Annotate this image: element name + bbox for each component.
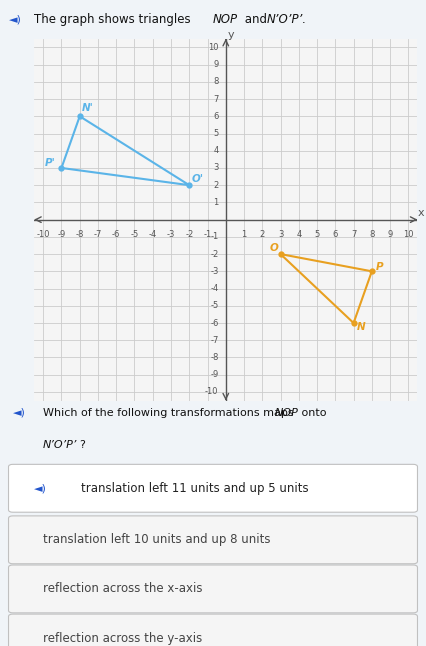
Text: NOP: NOP xyxy=(275,408,299,418)
Text: 5: 5 xyxy=(213,129,219,138)
Text: 7: 7 xyxy=(213,94,219,103)
Text: -5: -5 xyxy=(130,230,138,239)
Text: -10: -10 xyxy=(37,230,50,239)
Text: -9: -9 xyxy=(58,230,66,239)
Text: translation left 10 units and up 8 units: translation left 10 units and up 8 units xyxy=(43,534,270,547)
Text: -1: -1 xyxy=(203,230,212,239)
Text: 5: 5 xyxy=(314,230,320,239)
Text: 10: 10 xyxy=(208,43,219,52)
Text: N: N xyxy=(357,322,366,332)
Text: -7: -7 xyxy=(210,336,219,345)
Text: P: P xyxy=(375,262,383,271)
Text: -2: -2 xyxy=(185,230,193,239)
Text: translation left 11 units and up 5 units: translation left 11 units and up 5 units xyxy=(81,482,308,495)
Text: onto: onto xyxy=(298,408,327,418)
Text: 1: 1 xyxy=(242,230,247,239)
Text: 8: 8 xyxy=(369,230,374,239)
Text: and: and xyxy=(241,13,271,26)
Text: -8: -8 xyxy=(75,230,84,239)
Text: 10: 10 xyxy=(403,230,414,239)
Text: ◄): ◄) xyxy=(9,14,21,25)
Text: -5: -5 xyxy=(210,301,219,310)
FancyBboxPatch shape xyxy=(9,565,417,613)
Text: 6: 6 xyxy=(213,112,219,121)
Text: -3: -3 xyxy=(167,230,175,239)
Text: 4: 4 xyxy=(213,146,219,155)
Text: N’O’P’.: N’O’P’. xyxy=(266,13,306,26)
Text: 2: 2 xyxy=(260,230,265,239)
Text: N': N' xyxy=(81,103,93,113)
Text: N’O’P’: N’O’P’ xyxy=(43,440,77,450)
Text: x: x xyxy=(418,208,424,218)
Text: -10: -10 xyxy=(205,388,219,397)
Text: -1: -1 xyxy=(210,233,219,242)
Text: -8: -8 xyxy=(210,353,219,362)
Text: reflection across the x-axis: reflection across the x-axis xyxy=(43,583,202,596)
Text: ?: ? xyxy=(79,440,85,450)
Text: 7: 7 xyxy=(351,230,356,239)
Text: -9: -9 xyxy=(210,370,219,379)
Text: y: y xyxy=(228,30,235,40)
Text: -2: -2 xyxy=(210,249,219,258)
FancyBboxPatch shape xyxy=(9,516,417,564)
Text: P': P' xyxy=(45,158,56,168)
Text: O: O xyxy=(270,243,279,253)
Text: Which of the following transformations maps: Which of the following transformations m… xyxy=(43,408,297,418)
Text: O': O' xyxy=(192,174,204,183)
Text: 2: 2 xyxy=(213,181,219,190)
Text: -3: -3 xyxy=(210,267,219,276)
Text: -6: -6 xyxy=(112,230,121,239)
FancyBboxPatch shape xyxy=(9,464,417,512)
Text: -7: -7 xyxy=(94,230,102,239)
FancyBboxPatch shape xyxy=(9,614,417,646)
Text: 1: 1 xyxy=(213,198,219,207)
Text: reflection across the y-axis: reflection across the y-axis xyxy=(43,632,202,645)
Text: 3: 3 xyxy=(278,230,283,239)
Text: 9: 9 xyxy=(213,60,219,69)
Text: -6: -6 xyxy=(210,318,219,328)
Text: 9: 9 xyxy=(388,230,393,239)
Text: -4: -4 xyxy=(210,284,219,293)
Text: -4: -4 xyxy=(149,230,157,239)
Text: ◄): ◄) xyxy=(13,408,26,418)
Text: ◄): ◄) xyxy=(34,483,47,494)
Text: 3: 3 xyxy=(213,163,219,172)
Text: 8: 8 xyxy=(213,78,219,87)
Text: The graph shows triangles: The graph shows triangles xyxy=(34,13,194,26)
Text: NOP: NOP xyxy=(213,13,238,26)
Text: 4: 4 xyxy=(296,230,302,239)
Text: 6: 6 xyxy=(333,230,338,239)
